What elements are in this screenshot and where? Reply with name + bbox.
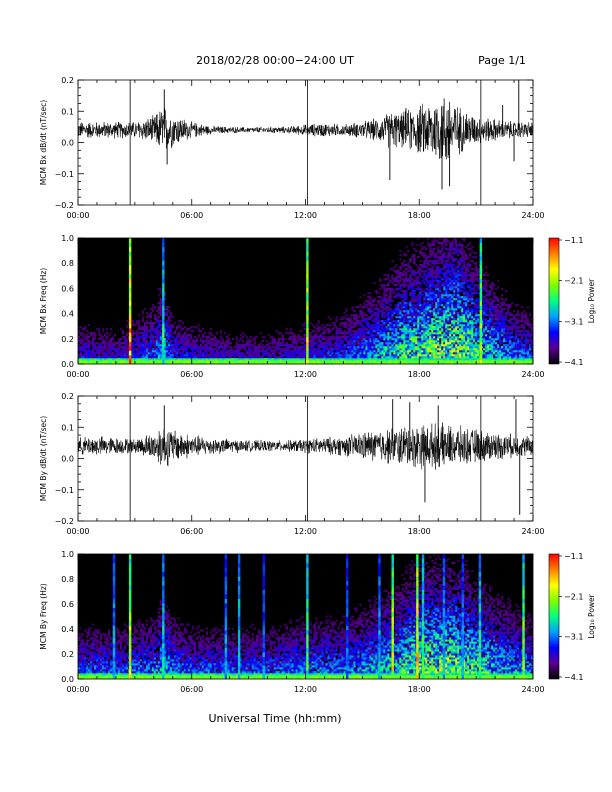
- x-tick-label: 18:00: [408, 370, 431, 379]
- y-tick-label: −0.1: [55, 170, 74, 179]
- y-tick-label: 0.6: [61, 284, 74, 293]
- x-tick-label: 06:00: [180, 685, 203, 694]
- x-tick-label: 18:00: [408, 527, 431, 536]
- colorbar-label: Log₁₀ Power: [587, 278, 596, 323]
- x-tick-label: 12:00: [294, 527, 317, 536]
- plot-frame: [77, 237, 534, 365]
- colorbar-tick-label: −1.1: [564, 236, 583, 245]
- spectral-stripe: [262, 554, 265, 680]
- x-tick-label: 00:00: [66, 527, 89, 536]
- data-line: [78, 422, 533, 470]
- x-tick-label: 00:00: [66, 211, 89, 220]
- y-axis-label: MCM By Freq (Hz): [39, 583, 48, 649]
- y-tick-label: 0.0: [61, 455, 74, 464]
- colorbar-tick-label: −1.1: [564, 552, 583, 561]
- x-tick-label: 18:00: [408, 685, 431, 694]
- x-tick-label: 06:00: [180, 527, 203, 536]
- x-tick-label: 24:00: [521, 370, 544, 379]
- y-axis-label: MCM Bx Freq (Hz): [39, 268, 48, 334]
- y-tick-label: 0.2: [61, 335, 74, 344]
- page-indicator: Page 1/1: [478, 54, 526, 67]
- x-tick-label: 12:00: [294, 370, 317, 379]
- spectral-stripe: [478, 554, 482, 680]
- y-tick-label: 0.0: [61, 139, 74, 148]
- chart-title: 2018/02/28 00:00−24:00 UT: [196, 54, 354, 67]
- spectral-stripe: [237, 554, 241, 680]
- spectral-stripe: [522, 554, 525, 680]
- spectral-stripe: [128, 554, 132, 680]
- x-tick-label: 00:00: [66, 685, 89, 694]
- plot-frame: [77, 395, 534, 522]
- y-tick-label: 0.0: [61, 360, 74, 369]
- y-tick-label: 1.0: [61, 550, 74, 559]
- y-tick-label: 0.6: [61, 600, 74, 609]
- y-tick-label: 0.1: [61, 423, 74, 432]
- x-axis-label: Universal Time (hh:mm): [209, 712, 342, 725]
- waveform: [78, 80, 533, 190]
- spectral-stripe: [162, 238, 165, 365]
- spectral-stripe: [128, 238, 132, 365]
- y-tick-label: 0.1: [61, 107, 74, 116]
- colorbar-tick-label: −3.1: [564, 317, 583, 326]
- x-tick-label: 06:00: [180, 211, 203, 220]
- spectral-stripe: [306, 238, 309, 365]
- y-tick-label: 0.0: [61, 675, 74, 684]
- y-tick-label: −0.2: [55, 517, 74, 526]
- colorbar: [548, 237, 560, 365]
- bx-spectrogram-panel: 00:00 06:00 12:00 18:00 24:00 0.0 0.2 0.4 0.6 0.8…: [39, 234, 596, 379]
- spectral-stripe: [306, 554, 309, 680]
- y-tick-label: 0.2: [61, 650, 74, 659]
- y-tick-label: 0.4: [61, 310, 74, 319]
- plot-frame: [77, 553, 534, 680]
- by-timeseries-panel: 00:00 06:00 12:00 18:00 24:00 −0.2 −0.1 0.0 0.1 0…: [39, 392, 545, 536]
- colorbar-tick-label: −3.1: [564, 633, 583, 642]
- x-tick-label: 00:00: [66, 370, 89, 379]
- colorbar-tick-label: −4.1: [564, 358, 583, 367]
- y-tick-label: 0.8: [61, 259, 74, 268]
- y-tick-label: 0.4: [61, 625, 74, 634]
- bx-timeseries-panel: 00:00 06:00 12:00 18:00 24:00 −0.2 −0.1 0.0 0.1 0…: [39, 76, 545, 220]
- spectral-stripe: [479, 238, 483, 365]
- spectral-stripe: [378, 554, 381, 680]
- waveform: [78, 399, 533, 515]
- spectral-stripe: [162, 554, 165, 680]
- spectral-stripe: [224, 554, 228, 680]
- y-tick-label: −0.2: [55, 201, 74, 210]
- x-tick-label: 06:00: [180, 370, 203, 379]
- spectral-stripe: [461, 554, 465, 680]
- by-spectrogram-panel: 00:00 06:00 12:00 18:00 24:00 0.0 0.2 0.4 0.6 0.8…: [39, 550, 596, 694]
- y-tick-label: −0.1: [55, 486, 74, 495]
- x-tick-label: 12:00: [294, 685, 317, 694]
- colorbar-tick-label: −2.1: [564, 592, 583, 601]
- y-tick-label: 0.2: [61, 76, 74, 85]
- spectral-stripe: [112, 554, 116, 680]
- spectral-stripe: [416, 554, 419, 680]
- spectral-stripe: [442, 554, 446, 680]
- spectrogram-cells: [78, 238, 534, 365]
- x-tick-label: 24:00: [521, 211, 544, 220]
- y-tick-label: 1.0: [61, 234, 74, 243]
- y-axis-label: MCM Bx dB/dt (nT/sec): [39, 100, 48, 185]
- x-tick-label: 12:00: [294, 211, 317, 220]
- y-tick-label: 0.2: [61, 392, 74, 401]
- plot-frame: [77, 79, 534, 206]
- spectral-stripe: [346, 554, 349, 680]
- x-tick-label: 18:00: [408, 211, 431, 220]
- spectral-stripe: [421, 554, 425, 680]
- colorbar-label: Log₁₀ Power: [587, 593, 596, 638]
- spectral-stripe: [391, 554, 394, 680]
- colorbar: [548, 553, 560, 680]
- x-tick-label: 24:00: [521, 685, 544, 694]
- x-tick-label: 24:00: [521, 527, 544, 536]
- y-axis-label: MCM By dB/dt (nT/sec): [39, 416, 48, 501]
- data-line: [78, 98, 533, 160]
- colorbar-tick-label: −4.1: [564, 673, 583, 682]
- y-tick-label: 0.8: [61, 575, 74, 584]
- colorbar-tick-label: −2.1: [564, 277, 583, 286]
